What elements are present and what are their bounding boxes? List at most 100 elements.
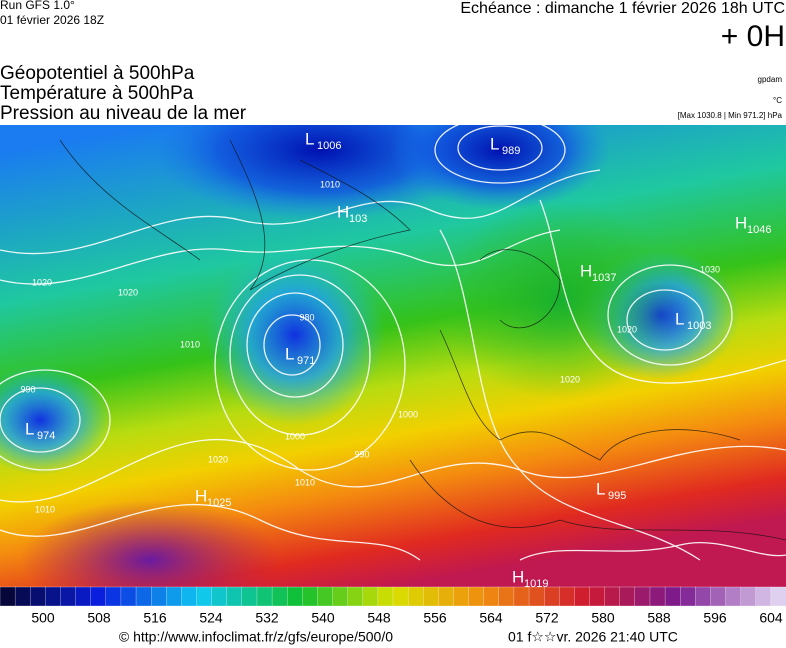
colorbar-swatch — [438, 586, 455, 607]
center-type: H — [337, 202, 349, 221]
colorbar-swatch — [513, 586, 530, 607]
isobar-label: 1030 — [700, 264, 720, 274]
colorbar-swatch — [0, 586, 16, 607]
colorbar-tick-label: 588 — [647, 610, 671, 626]
colorbar-tick-label: 540 — [311, 610, 335, 626]
colorbar-swatch — [407, 586, 424, 607]
colorbar-swatch — [302, 586, 319, 607]
center-type: L — [675, 309, 684, 328]
colorbar-swatch — [680, 586, 696, 607]
center-type: L — [285, 344, 294, 363]
center-type: H — [512, 567, 524, 586]
footer-date: 01 f☆☆vr. 2026 21:40 UTC — [508, 629, 678, 645]
colorbar-swatch — [211, 586, 228, 607]
isobar-label: 1010 — [180, 339, 200, 349]
run-date: 01 février 2026 18Z — [0, 13, 104, 27]
colorbar-tick-label: 500 — [31, 610, 55, 626]
colorbar-tick-label: 596 — [703, 610, 727, 626]
center-value: 1046 — [747, 224, 771, 236]
colorbar-tick-label: 604 — [759, 610, 783, 626]
isobar-label: 1020 — [32, 277, 52, 287]
isobar-label: 1020 — [617, 324, 637, 334]
colorbar-tick-label: 508 — [87, 610, 111, 626]
center-type: L — [490, 134, 499, 153]
colorbar-swatch — [392, 586, 409, 607]
colorbar-swatch — [256, 586, 273, 607]
forecast: Echéance : dimanche 1 février 2026 18h U… — [460, 0, 785, 17]
lead-time: + 0H — [721, 20, 785, 53]
unit: gpdam — [758, 75, 783, 84]
colorbar-swatch — [105, 586, 122, 607]
colorbar-swatch — [664, 586, 681, 607]
colorbar-swatch — [423, 586, 439, 607]
isobar-label: 1010 — [320, 179, 340, 189]
colorbar-swatch — [725, 586, 742, 607]
colorbar-swatch — [14, 586, 31, 607]
colorbar-swatch — [166, 586, 183, 607]
center-value: 971 — [297, 355, 315, 367]
colorbar-swatch — [589, 586, 606, 607]
colorbar-swatch — [60, 586, 77, 607]
center-value: 974 — [37, 430, 55, 442]
colorbar-swatch — [45, 586, 62, 607]
colorbar-swatch — [135, 586, 152, 607]
colorbar-tick-label: 548 — [367, 610, 391, 626]
colorbar-tick-label: 556 — [423, 610, 447, 626]
colorbar-swatch — [241, 586, 258, 607]
field: Pression au niveau de la mer — [0, 103, 247, 124]
colorbar-swatch — [468, 586, 485, 607]
colorbar-tick-label: 516 — [143, 610, 167, 626]
colorbar-swatch — [196, 586, 213, 607]
isobar-label: 990 — [20, 384, 35, 394]
colorbar-tick-label: 524 — [199, 610, 223, 626]
run: Run GFS 1.0° — [0, 0, 75, 12]
source-url: © http://www.infoclimat.fr/z/gfs/europe/… — [119, 629, 393, 645]
colorbar-swatch — [287, 586, 303, 607]
isobar-label: 990 — [354, 449, 369, 459]
colorbar-swatch — [604, 586, 621, 607]
colorbar-swatch — [271, 586, 288, 607]
colorbar-swatch — [75, 586, 92, 607]
center-type: L — [596, 479, 605, 498]
center-type: H — [195, 486, 207, 505]
colorbar-tick-label: 580 — [591, 610, 615, 626]
colorbar-swatch — [181, 586, 198, 607]
colorbar-swatch — [332, 586, 349, 607]
center-type: L — [25, 419, 34, 438]
colorbar-swatch — [574, 586, 591, 607]
center-value: 1003 — [687, 320, 711, 332]
colorbar-swatch — [377, 586, 394, 607]
colorbar-tick-label: 532 — [255, 610, 279, 626]
colorbar-swatch — [317, 586, 334, 607]
colorbar-swatch — [649, 586, 666, 607]
colorbar-swatch — [755, 586, 772, 607]
colorbar-swatch — [453, 586, 470, 607]
colorbar-swatch — [120, 586, 137, 607]
center-value: 1025 — [207, 497, 231, 509]
colorbar-swatch — [498, 586, 515, 607]
center-value: 995 — [608, 490, 626, 502]
isobar-label: 1000 — [398, 409, 418, 419]
colorbar-swatch — [151, 586, 167, 607]
isobar-label: 980 — [299, 312, 314, 322]
isobar-label: 1020 — [560, 374, 580, 384]
colorbar-swatch — [528, 586, 545, 607]
colorbar-swatch — [30, 586, 46, 607]
center-type: H — [580, 261, 592, 280]
colorbar-swatch — [559, 586, 576, 607]
colorbar-tick-label: 564 — [479, 610, 503, 626]
colorbar-swatch — [347, 586, 364, 607]
colorbar-swatch — [226, 586, 243, 607]
colorbar-swatch — [544, 586, 560, 607]
isobar-label: 1020 — [118, 287, 138, 297]
colorbar-swatch — [90, 586, 107, 607]
isobar-label: 1000 — [285, 431, 305, 441]
colorbar-swatch — [770, 586, 786, 607]
center-value: 103 — [349, 213, 367, 225]
center-type: L — [305, 129, 314, 148]
field: Température à 500hPa — [0, 83, 194, 104]
colorbar-swatch — [710, 586, 727, 607]
colorbar-swatch — [634, 586, 651, 607]
